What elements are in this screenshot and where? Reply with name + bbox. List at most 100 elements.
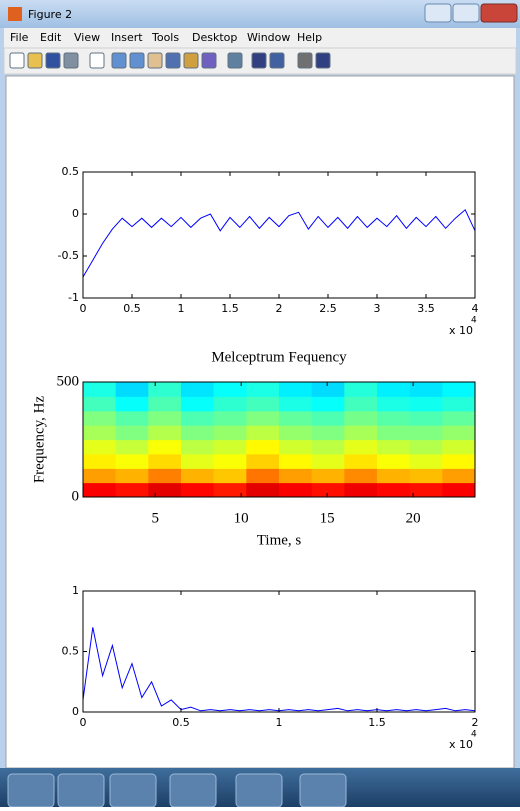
toolbar-button[interactable]: [269, 52, 285, 69]
toolbar-button[interactable]: [27, 52, 43, 69]
heatmap-cell: [442, 410, 475, 426]
heatmap-cell: [181, 482, 215, 497]
toolbar-button[interactable]: [89, 52, 105, 69]
y-tick-label: 0: [72, 705, 79, 718]
heatmap-cell: [279, 425, 313, 441]
x-multiplier: x 10: [449, 324, 473, 337]
heatmap-cell: [246, 425, 280, 441]
heatmap-cell: [246, 396, 280, 412]
x-tick-label: 4: [472, 302, 479, 315]
heatmap-cell: [246, 468, 280, 484]
heatmap-cell: [344, 468, 378, 484]
toolbar-button[interactable]: [129, 52, 145, 69]
heatmap-cell: [181, 439, 215, 455]
heatmap-cell: [409, 468, 443, 484]
toolbar-button[interactable]: [251, 52, 267, 69]
x-tick-label: 1.5: [221, 302, 239, 315]
y-tick-label: 0.5: [62, 645, 80, 658]
heatmap-cell: [213, 468, 247, 484]
toolbar-button[interactable]: [297, 52, 313, 69]
heatmap-cell: [246, 453, 280, 469]
heatmap-cell: [311, 396, 345, 412]
toolbar-button[interactable]: [63, 52, 79, 69]
heatmap-cell: [213, 382, 247, 397]
heatmap-cell: [279, 396, 313, 412]
toolbar-button[interactable]: [201, 52, 217, 69]
heatmap-cell: [115, 410, 149, 426]
toolbar-button[interactable]: [183, 52, 199, 69]
menu-item[interactable]: Help: [297, 31, 322, 44]
menu-item[interactable]: Tools: [151, 31, 179, 44]
heatmap-cell: [213, 410, 247, 426]
heatmap-cell: [377, 439, 411, 455]
toolbar-button[interactable]: [165, 52, 181, 69]
toolbar-button[interactable]: [9, 52, 25, 69]
x-tick-label: 0: [80, 302, 87, 315]
y-axis-label: Frequency, Hz: [31, 395, 47, 483]
heatmap-cell: [377, 396, 411, 412]
x-exponent: 4: [471, 316, 477, 326]
heatmap-cell: [279, 482, 313, 497]
x-axis-label: Time, s: [257, 532, 302, 548]
y-tick-label: 1: [72, 584, 79, 597]
heatmap-cell: [148, 382, 182, 397]
heatmap-cell: [213, 425, 247, 441]
heatmap-cell: [115, 439, 149, 455]
heatmap-cell: [181, 468, 215, 484]
heatmap-cell: [442, 468, 475, 484]
minimize-button[interactable]: [424, 3, 452, 23]
heatmap-cell: [377, 425, 411, 441]
heatmap-cell: [181, 425, 215, 441]
heatmap-cell: [83, 468, 117, 484]
heatmap-cell: [83, 425, 117, 441]
heatmap-cell: [409, 410, 443, 426]
menu-bar: [4, 28, 516, 48]
signal-line: [82, 208, 476, 278]
menu-item[interactable]: File: [10, 31, 29, 44]
heatmap-cell: [311, 468, 345, 484]
x-exponent: 4: [471, 730, 477, 740]
heatmap-cell: [377, 468, 411, 484]
heatmap-cell: [246, 382, 280, 397]
heatmap-cell: [115, 468, 149, 484]
heatmap-cell: [442, 396, 475, 412]
toolbar-button[interactable]: [315, 52, 331, 69]
taskbar-button: [235, 773, 283, 808]
heatmap-cell: [148, 425, 182, 441]
heatmap-cell: [279, 468, 313, 484]
x-tick-label: 2: [276, 302, 283, 315]
menu-item[interactable]: View: [74, 31, 100, 44]
menu-item[interactable]: Desktop: [192, 31, 237, 44]
y-tick-label: 0.5: [62, 165, 80, 178]
heatmap-cell: [311, 425, 345, 441]
menu-item[interactable]: Window: [247, 31, 290, 44]
heatmap-cell: [83, 410, 117, 426]
heatmap-cell: [148, 468, 182, 484]
heatmap-cell: [377, 410, 411, 426]
menu-item[interactable]: Edit: [40, 31, 62, 44]
heatmap-cell: [115, 396, 149, 412]
toolbar-button[interactable]: [147, 52, 163, 69]
x-tick-label: 2.5: [319, 302, 337, 315]
heatmap-cell: [442, 453, 475, 469]
toolbar-button[interactable]: [45, 52, 61, 69]
heatmap-cell: [115, 482, 149, 497]
taskbar-button: [7, 773, 55, 808]
heatmap-cell: [344, 410, 378, 426]
heatmap-cell: [115, 453, 149, 469]
heatmap-cell: [213, 453, 247, 469]
heatmap-cell: [181, 453, 215, 469]
heatmap-cell: [181, 410, 215, 426]
heatmap-cell: [279, 439, 313, 455]
toolbar-button[interactable]: [227, 52, 243, 69]
heatmap-cell: [115, 425, 149, 441]
heatmap-cell: [409, 482, 443, 497]
maximize-button[interactable]: [452, 3, 480, 23]
menu-item[interactable]: Insert: [111, 31, 143, 44]
close-button[interactable]: [480, 3, 518, 23]
y-tick-label: 500: [57, 373, 80, 389]
toolbar-button[interactable]: [111, 52, 127, 69]
heatmap-cell: [409, 453, 443, 469]
x-tick-label: 0: [80, 716, 87, 729]
